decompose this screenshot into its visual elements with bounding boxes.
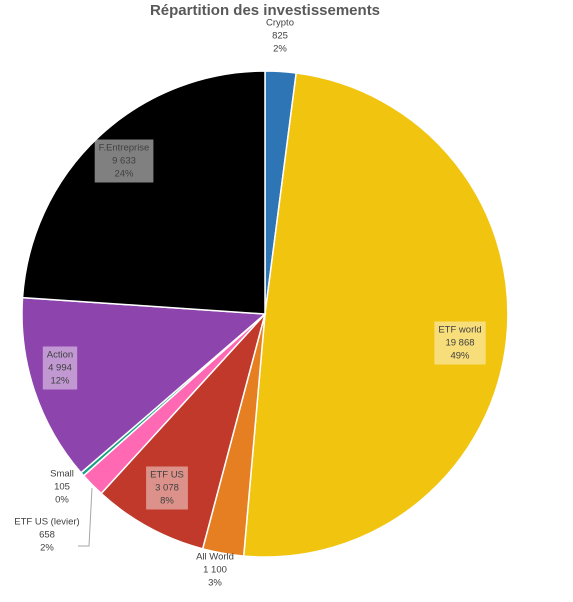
pie-slices	[21, 70, 509, 558]
data-label-box-etf-us	[146, 466, 188, 510]
chart-title: Répartition des investissements	[150, 2, 380, 19]
data-label-percent-small: 0%	[55, 495, 69, 506]
data-label-crypto: Crypto 825 2%	[266, 18, 294, 55]
data-label-value-all-world: 1 100	[203, 565, 227, 576]
data-label-name-action: Action	[47, 350, 73, 361]
data-label-value-crypto: 825	[272, 31, 288, 42]
data-label-percent-etf-us: 8%	[160, 496, 174, 507]
data-label-percent-etf-us-levier: 2%	[40, 543, 54, 554]
data-label-etf-us-levier: ETF US (levier) 658 2%	[14, 517, 79, 554]
leader-lines	[78, 487, 93, 547]
data-label-small: Small 105 0%	[50, 469, 74, 506]
data-label-name-f-entreprise: F.Entreprise	[99, 143, 150, 154]
slice-etf-us	[100, 313, 266, 550]
data-label-all-world: All World 1 100 3%	[196, 552, 234, 589]
data-label-action: Action 4 994 12%	[42, 346, 78, 390]
data-label-name-crypto: Crypto	[266, 18, 294, 29]
data-label-value-etf-world: 19 868	[445, 338, 474, 349]
data-label-box-f-entreprise	[94, 139, 154, 183]
data-label-name-etf-us: ETF US	[150, 470, 184, 481]
data-label-value-f-entreprise: 9 633	[112, 156, 136, 167]
data-label-name-small: Small	[50, 469, 74, 480]
data-label-percent-crypto: 2%	[273, 44, 287, 55]
data-label-name-etf-world: ETF world	[438, 325, 481, 336]
data-label-box-etf-world	[434, 321, 486, 365]
slice-etf-world	[242, 72, 509, 558]
data-label-name-etf-us-levier: ETF US (levier)	[14, 517, 79, 528]
data-label-value-etf-us: 3 078	[155, 483, 179, 494]
slice-action	[21, 296, 267, 474]
data-label-etf-world: ETF world 19 868 49%	[434, 321, 486, 365]
data-label-name-all-world: All World	[196, 552, 234, 563]
data-labels: Crypto 825 2% ETF world 19 868 49% All World 1 …	[14, 18, 486, 589]
data-label-percent-all-world: 3%	[208, 578, 222, 589]
data-label-percent-etf-world: 49%	[450, 351, 470, 362]
data-label-value-action: 4 994	[48, 363, 72, 374]
data-label-value-small: 105	[54, 482, 70, 493]
leader-line-etf-us-levier	[78, 487, 93, 547]
data-label-f-entreprise: F.Entreprise 9 633 24%	[94, 139, 154, 183]
slice-f-entreprise	[21, 70, 266, 315]
data-label-box-action	[42, 346, 78, 390]
data-label-etf-us: ETF US 3 078 8%	[146, 466, 188, 510]
data-label-value-etf-us-levier: 658	[39, 530, 55, 541]
data-label-percent-f-entreprise: 24%	[114, 169, 134, 180]
data-label-percent-action: 12%	[50, 376, 70, 387]
